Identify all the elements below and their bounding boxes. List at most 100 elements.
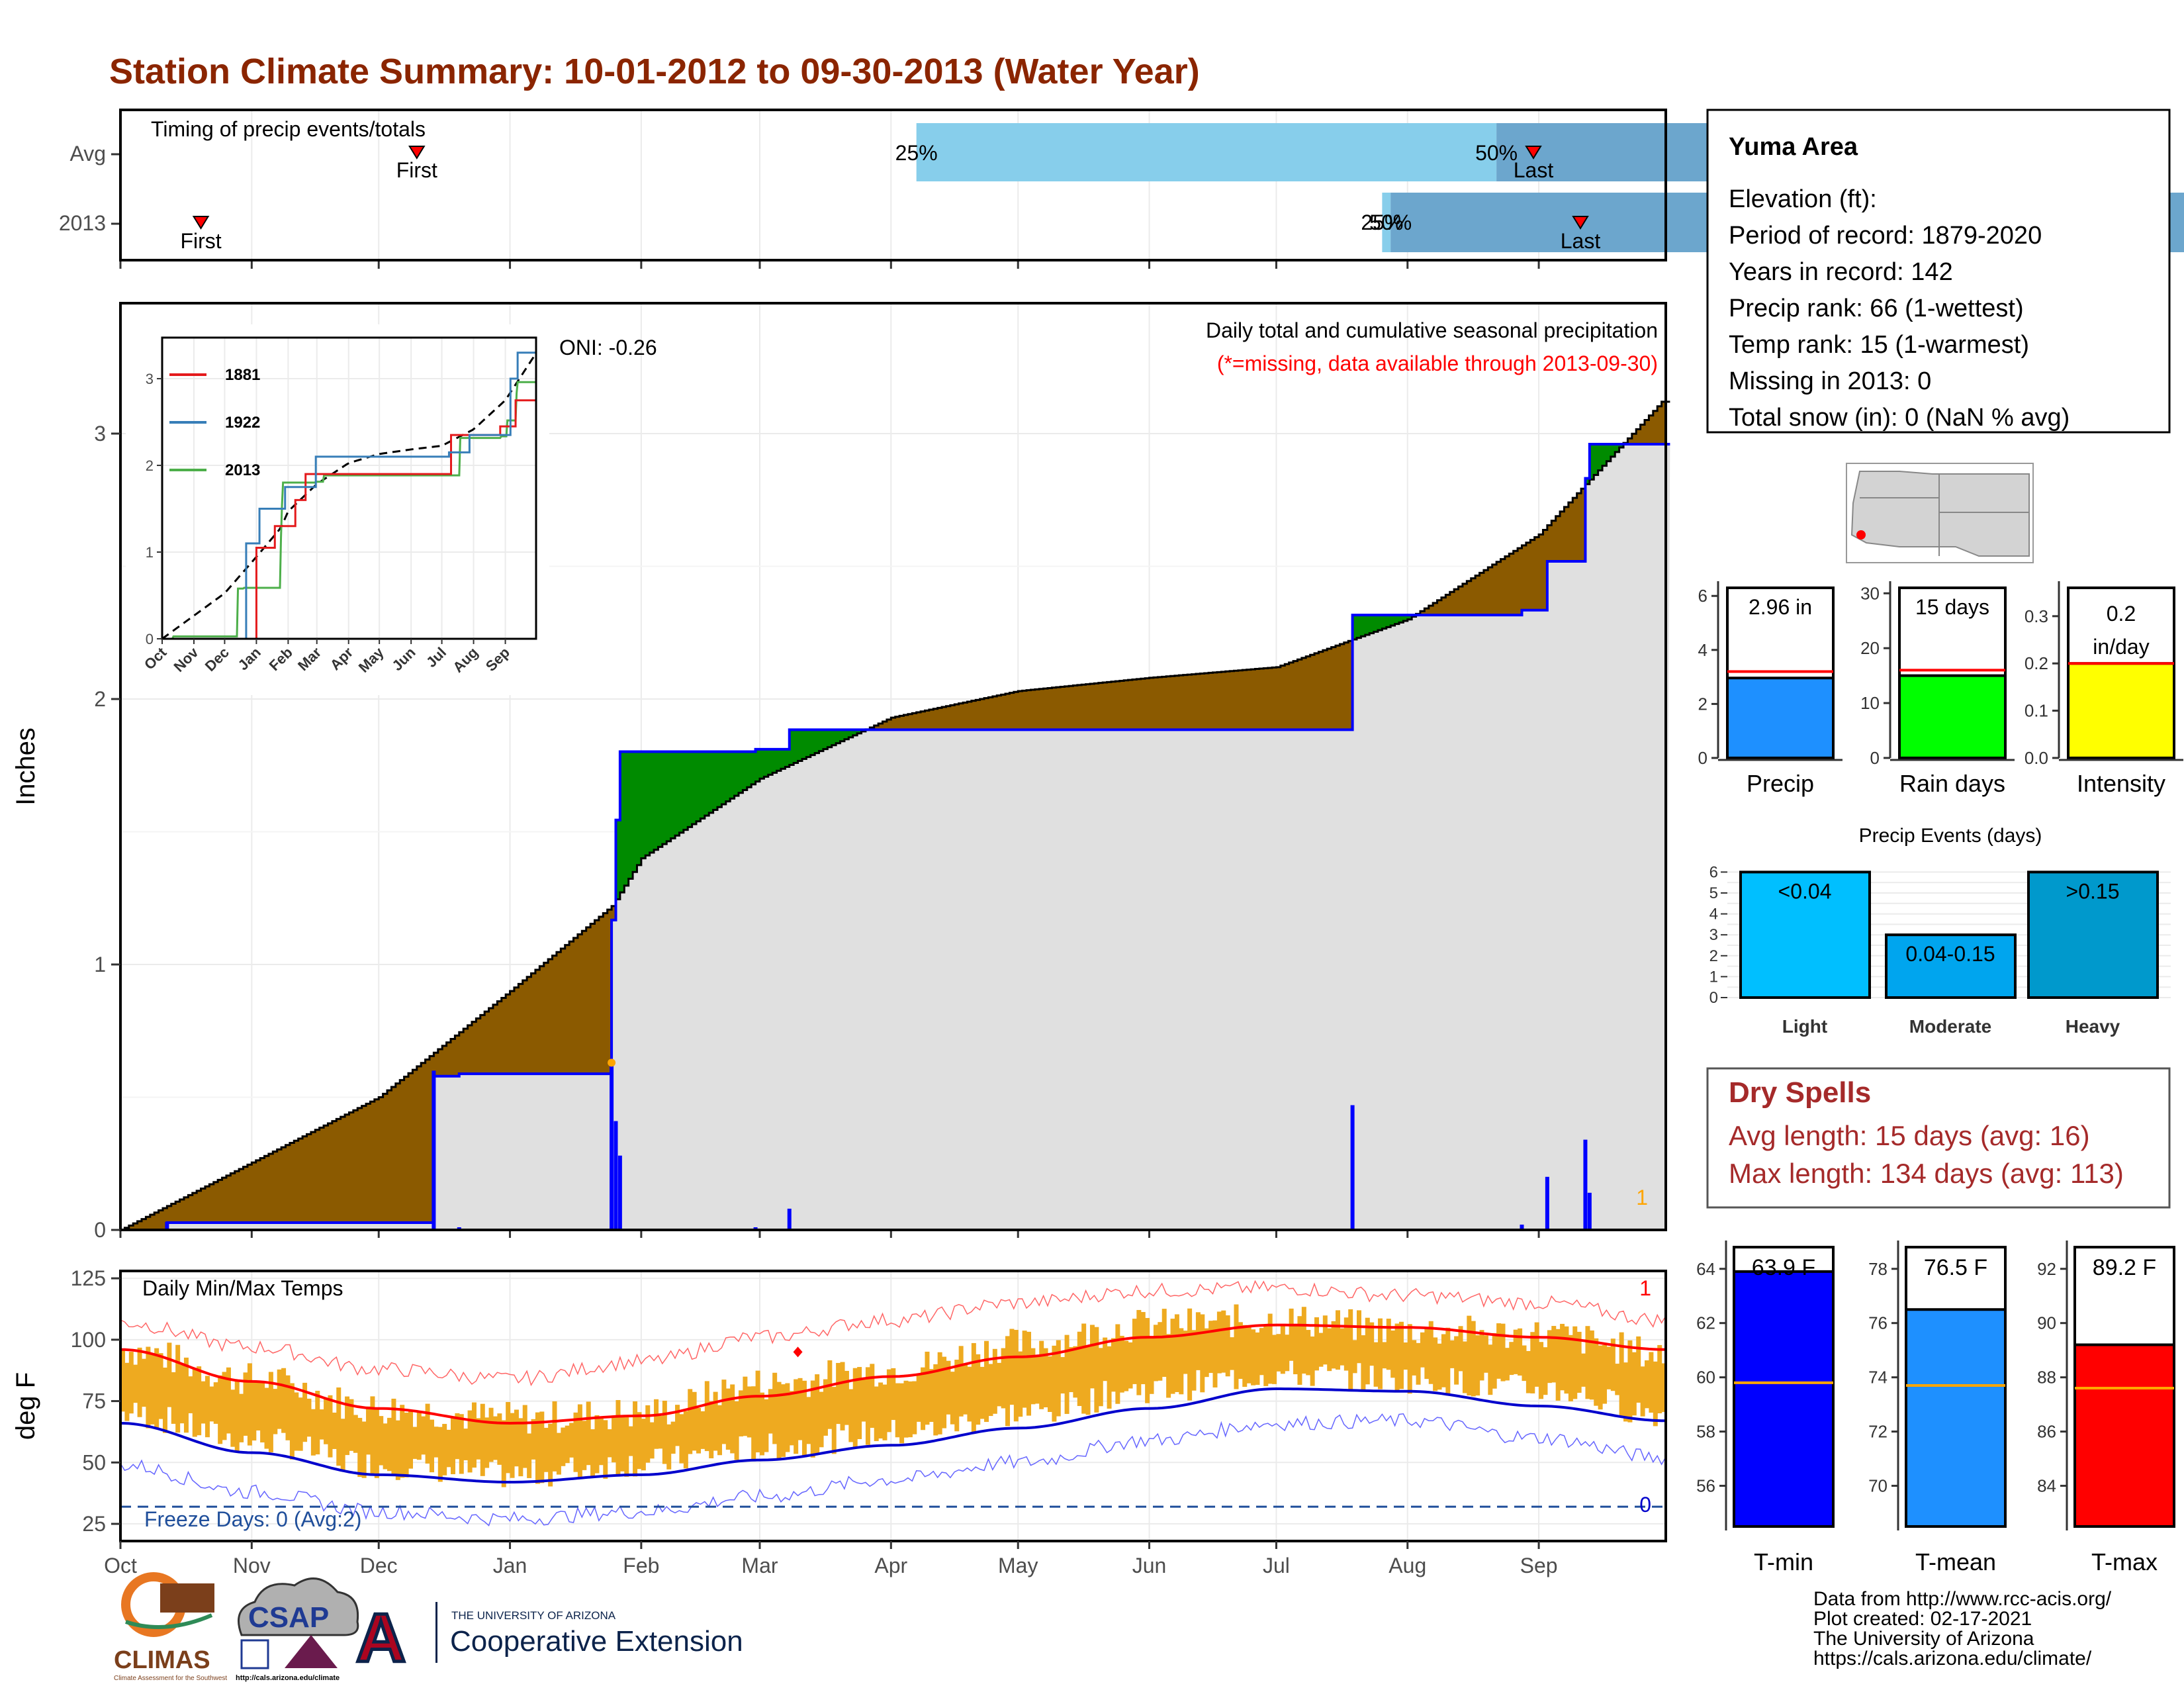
daily-temp-bar bbox=[1195, 1312, 1201, 1370]
station-info-line: Precip rank: 66 (1-wettest) bbox=[1729, 295, 2024, 322]
precip-deficit-area bbox=[124, 401, 1666, 1230]
daily-temp-bar bbox=[997, 1362, 1002, 1407]
daily-precip-bar bbox=[1583, 1139, 1588, 1230]
avg-last-marker bbox=[1525, 146, 1542, 160]
daily-temp-bar bbox=[349, 1399, 354, 1451]
temp-max-count: 1 bbox=[1639, 1276, 1651, 1300]
summary-y-tick-label: 0.2 bbox=[2025, 653, 2048, 673]
daily-temp-bar bbox=[848, 1389, 854, 1442]
daily-temp-bar bbox=[1327, 1328, 1332, 1372]
precip-event-category: Moderate bbox=[1909, 1016, 1991, 1037]
daily-temp-bar bbox=[264, 1387, 269, 1449]
daily-temp-bar bbox=[255, 1381, 261, 1430]
daily-temp-bar bbox=[903, 1380, 909, 1438]
temp-summary-value: 89.2 F bbox=[2093, 1255, 2156, 1280]
daily-precip-bar bbox=[432, 1070, 436, 1230]
timing-row-2013: 2013 bbox=[59, 211, 106, 235]
daily-temp-bar bbox=[925, 1351, 930, 1425]
daily-temp-bar bbox=[488, 1407, 494, 1462]
record-min-line bbox=[120, 1413, 1666, 1526]
daily-temp-bar bbox=[497, 1413, 502, 1465]
station-info-line: Elevation (ft): bbox=[1729, 185, 1877, 213]
daily-temp-bar bbox=[183, 1357, 189, 1433]
daily-temp-bar bbox=[1539, 1342, 1544, 1399]
daily-temp-bar bbox=[662, 1401, 667, 1464]
month-tick-label: Apr bbox=[874, 1554, 907, 1577]
daily-temp-bar bbox=[1119, 1335, 1124, 1393]
daily-temp-bar bbox=[1115, 1324, 1120, 1404]
daily-temp-bar bbox=[1555, 1329, 1561, 1401]
precip-events-bars: <0.04 Light 0.04-0.15 Moderate >0.15 Heavy 0 1 2… bbox=[1709, 863, 2171, 1037]
daily-temp-bar bbox=[921, 1367, 926, 1430]
daily-temp-bar bbox=[1111, 1338, 1116, 1392]
temp-summary-y-tick-label: 78 bbox=[1868, 1259, 1888, 1279]
temp-summary-y-tick-label: 62 bbox=[1696, 1313, 1715, 1333]
daily-precip-bar bbox=[1587, 1192, 1592, 1230]
y2013-first-marker bbox=[192, 216, 210, 230]
daily-temp-bar bbox=[268, 1372, 273, 1452]
daily-temp-bar bbox=[1238, 1322, 1243, 1380]
summary-y-tick-label: 4 bbox=[1698, 640, 1707, 660]
summary-value-label: 0.2 bbox=[2107, 602, 2136, 626]
daily-temp-bar bbox=[1348, 1309, 1353, 1392]
daily-temp-bar bbox=[552, 1401, 557, 1472]
daily-temp-bar bbox=[171, 1372, 176, 1424]
daily-temp-bar bbox=[641, 1419, 646, 1471]
daily-temp-bar bbox=[218, 1375, 223, 1444]
summary-y-tick-label: 0.1 bbox=[2025, 701, 2048, 721]
daily-temp-bar bbox=[315, 1391, 320, 1455]
daily-temp-bar bbox=[421, 1416, 426, 1455]
daily-temp-bar bbox=[328, 1395, 333, 1458]
month-tick-label: May bbox=[998, 1554, 1038, 1577]
daily-temp-bar bbox=[1234, 1304, 1239, 1389]
climas-wordmark: CLIMAS bbox=[114, 1646, 210, 1674]
daily-precip-bar bbox=[617, 1155, 622, 1230]
daily-temp-bar bbox=[1560, 1323, 1565, 1391]
daily-temp-bar bbox=[776, 1382, 782, 1461]
daily-temp-bar bbox=[865, 1367, 870, 1445]
daily-temp-bar bbox=[1627, 1340, 1633, 1423]
daily-temp-bar bbox=[937, 1352, 942, 1434]
daily-temp-bar bbox=[755, 1370, 760, 1453]
precip-event-bar-label: >0.15 bbox=[2066, 879, 2120, 903]
daily-temp-bar bbox=[158, 1353, 163, 1419]
daily-temp-bar bbox=[1085, 1346, 1091, 1415]
daily-temp-bar bbox=[294, 1392, 299, 1451]
daily-temp-bar bbox=[1589, 1330, 1594, 1400]
daily-temp-bar bbox=[379, 1416, 384, 1466]
daily-temp-bar bbox=[878, 1382, 884, 1439]
daily-temp-bar bbox=[743, 1376, 748, 1436]
temp-min-count: 0 bbox=[1639, 1493, 1651, 1517]
daily-temp-bar bbox=[1068, 1347, 1073, 1393]
csap-logo: CSAP http://cals.arizona.edu/climate bbox=[236, 1577, 359, 1682]
daily-temp-bar bbox=[1221, 1310, 1226, 1373]
precip-event-bar-label: 0.04-0.15 bbox=[1905, 942, 1995, 966]
station-location-dot bbox=[1856, 530, 1866, 539]
summary-y-tick-label: 0 bbox=[1698, 748, 1707, 768]
inset-2013-line bbox=[162, 381, 536, 640]
daily-temp-bar bbox=[1606, 1346, 1612, 1389]
daily-temp-bar bbox=[797, 1378, 803, 1440]
daily-temp-bar bbox=[1610, 1338, 1615, 1391]
daily-temp-bar bbox=[433, 1427, 439, 1458]
daily-temp-bar bbox=[1001, 1348, 1006, 1409]
daily-temp-bar bbox=[1166, 1334, 1171, 1398]
daily-temp-bar bbox=[1657, 1344, 1662, 1414]
daily-temp-bar bbox=[1518, 1328, 1523, 1376]
precip-y-tick-label: 3 bbox=[94, 422, 106, 445]
daily-temp-bar bbox=[146, 1346, 151, 1429]
station-info-line: Period of record: 1879-2020 bbox=[1729, 222, 2042, 250]
daily-temp-bar bbox=[603, 1420, 608, 1479]
page-title: Station Climate Summary: 10-01-2012 to 0… bbox=[109, 52, 1200, 91]
daily-temp-bar bbox=[895, 1383, 900, 1438]
station-info-box: Yuma Area Elevation (ft): Period of recor… bbox=[1706, 109, 2171, 434]
daily-temp-bar bbox=[840, 1362, 845, 1430]
daily-temp-bar bbox=[704, 1381, 709, 1452]
y2013-last-label: Last bbox=[1561, 229, 1601, 253]
daily-temp-bar bbox=[1251, 1329, 1256, 1385]
station-info-line: Years in record: 142 bbox=[1729, 258, 1953, 286]
daily-temp-bar bbox=[412, 1427, 418, 1459]
daily-temp-bar bbox=[510, 1413, 515, 1478]
daily-temp-bar bbox=[1005, 1336, 1011, 1427]
daily-temp-bar bbox=[1454, 1336, 1459, 1385]
